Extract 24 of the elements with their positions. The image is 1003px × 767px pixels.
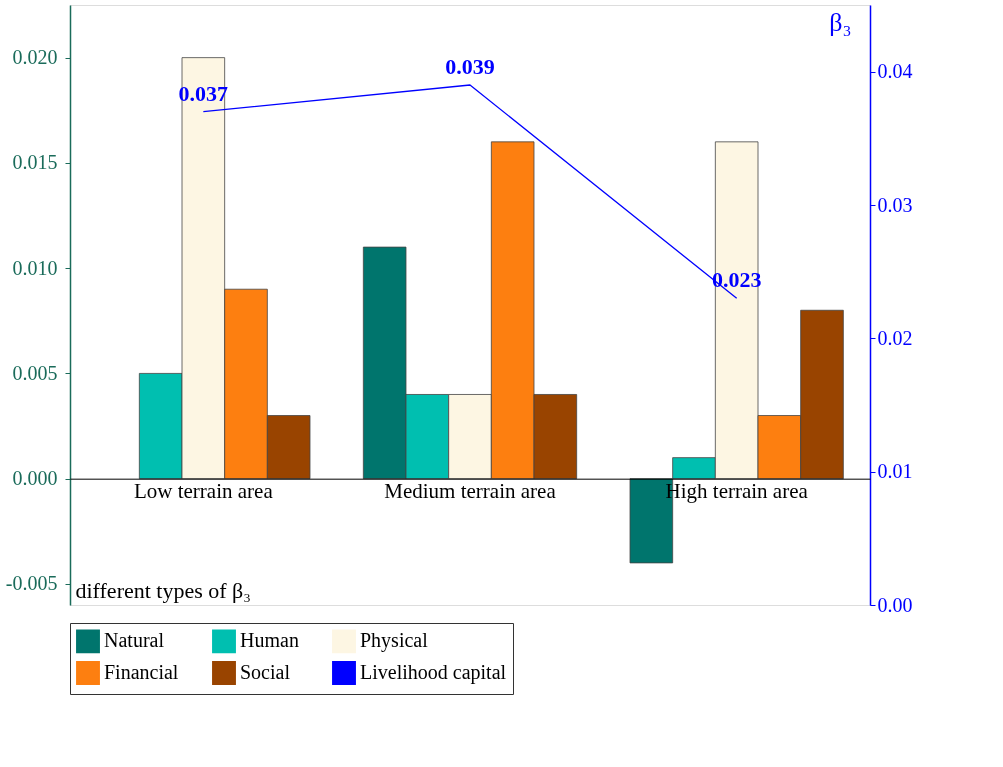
y2-axis-title: β₃: [829, 7, 852, 37]
x-tick-label: Low terrain area: [133, 479, 274, 504]
data-label: 0.023: [711, 267, 762, 293]
y2-tick-label: 0.03: [877, 193, 913, 216]
x-tick-label: Medium terrain area: [384, 479, 557, 504]
legend-label: Financial: [104, 661, 179, 683]
y-tick-label: 0.020: [12, 46, 58, 69]
y2-tick-label: 0.04: [877, 60, 913, 83]
legend-label: Human: [240, 629, 299, 652]
y2-tick-label: 0.02: [877, 326, 913, 349]
legend-label: Social: [240, 661, 291, 683]
y-tick-label: 0.015: [12, 151, 58, 174]
y2-tick-label: 0.01: [877, 460, 913, 483]
y-tick-label: 0.010: [12, 256, 58, 279]
y2-tick-label: 0.00: [877, 593, 913, 616]
y-axis-title: different types of β₃: [75, 577, 251, 603]
y-tick-label: -0.005: [5, 572, 58, 595]
legend-label: Natural: [104, 629, 165, 652]
y-tick-label: 0.000: [12, 467, 58, 490]
legend-label: Physical: [360, 629, 429, 653]
legend-label: Livelihood capital: [360, 661, 507, 684]
data-label: 0.037: [178, 80, 229, 106]
data-label: 0.039: [445, 54, 495, 79]
y-tick-label: 0.005: [12, 361, 58, 384]
